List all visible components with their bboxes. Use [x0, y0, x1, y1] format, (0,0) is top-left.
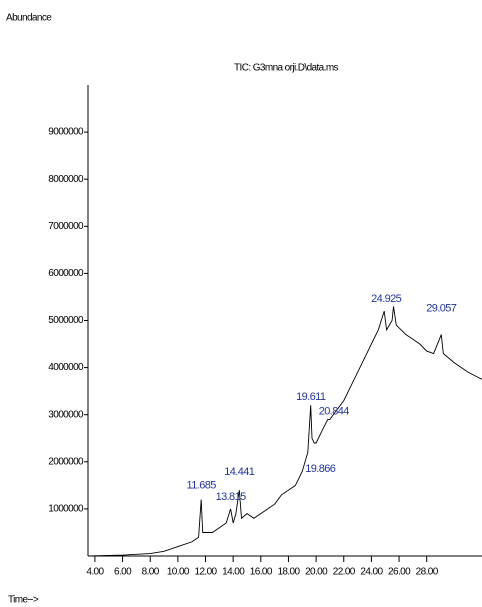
- y-axis-label: Abundance: [6, 13, 52, 24]
- x-tick-label: 10.00: [167, 567, 190, 578]
- peak-label: 19.866: [305, 463, 336, 475]
- peak-label: 14.441: [224, 466, 255, 478]
- x-tick-label: 28.00: [416, 567, 439, 578]
- x-tick-label: 14.00: [222, 567, 245, 578]
- y-tick-label: 7000000: [48, 221, 84, 232]
- y-tick-label: 4000000: [48, 362, 84, 373]
- trace: [89, 306, 482, 557]
- x-tick-label: 20.00: [305, 567, 328, 578]
- peak-label: 29.057: [426, 303, 457, 315]
- chart-title: TIC: G3mna orji.D\data.ms: [234, 63, 339, 74]
- x-tick-label: 12.00: [194, 567, 217, 578]
- y-tick-label: 9000000: [48, 127, 84, 138]
- x-tick-label: 8.00: [142, 567, 160, 578]
- x-tick-label: 26.00: [388, 567, 411, 578]
- x-tick-label: 22.00: [333, 567, 356, 578]
- y-tick-label: 6000000: [48, 268, 84, 279]
- x-tick-label: 18.00: [277, 567, 300, 578]
- peak-label: 11.685: [187, 479, 217, 491]
- x-axis-label: Time-->: [8, 595, 39, 606]
- y-tick-label: 3000000: [48, 409, 84, 420]
- peak-label: 24.925: [371, 293, 402, 305]
- y-tick-label: 2000000: [48, 456, 84, 467]
- peak-label: 20.844: [319, 405, 350, 417]
- y-tick-label: 5000000: [48, 315, 84, 326]
- x-tick-label: 16.00: [250, 567, 273, 578]
- x-tick-label: 4.00: [86, 567, 104, 578]
- y-tick-label: 8000000: [48, 174, 84, 185]
- peak-label: 19.611: [296, 391, 326, 403]
- peak-label: 13.815: [216, 491, 247, 503]
- x-tick-label: 24.00: [360, 567, 383, 578]
- y-tick-label: 1000000: [48, 504, 84, 515]
- x-tick-label: 6.00: [114, 567, 132, 578]
